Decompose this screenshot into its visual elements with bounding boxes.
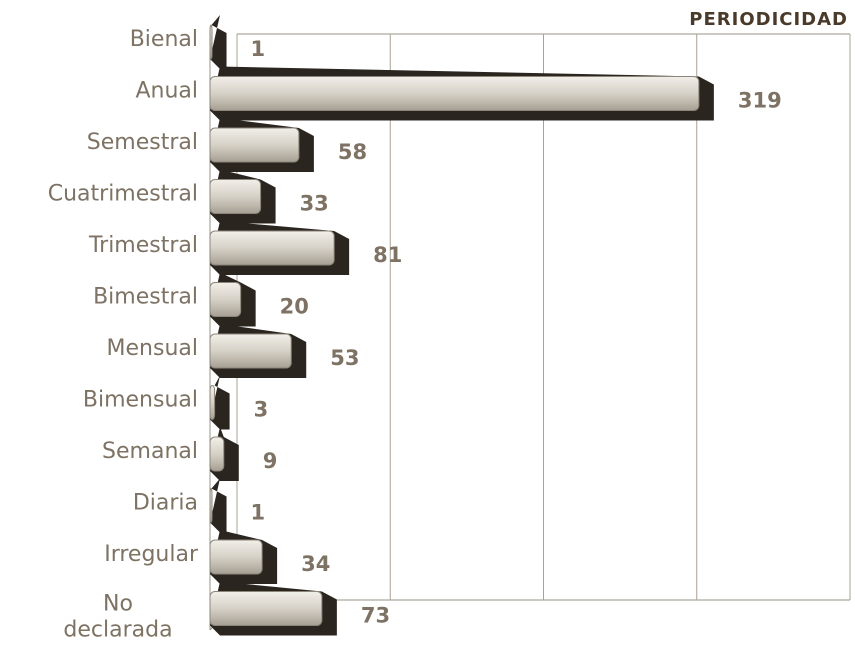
bar-face <box>209 436 225 472</box>
bar <box>209 15 227 69</box>
bar <box>209 324 307 378</box>
category-label-line: No <box>103 592 133 617</box>
bar-face <box>209 488 213 523</box>
value-label: 319 <box>738 89 782 113</box>
value-label: 9 <box>263 449 278 473</box>
bar-face <box>209 591 323 626</box>
bar-face <box>209 179 262 214</box>
bar-face <box>209 24 213 60</box>
value-label: 58 <box>338 140 367 164</box>
bar <box>209 375 230 430</box>
category-label: Semanal <box>102 439 198 464</box>
category-label: Irregular <box>104 542 199 567</box>
value-label: 33 <box>300 192 329 216</box>
category-label: Cuatrimestral <box>48 182 198 207</box>
bar <box>209 478 227 533</box>
bar <box>209 530 278 584</box>
bar-face <box>209 230 335 266</box>
bar <box>209 272 256 327</box>
category-label: Bimensual <box>83 388 198 413</box>
category-label: Semestral <box>87 130 198 155</box>
bar-face <box>209 539 263 575</box>
value-label: 34 <box>301 552 330 576</box>
value-label: 1 <box>251 501 266 525</box>
category-label: Anual <box>135 79 198 104</box>
bar <box>209 581 337 636</box>
bar <box>209 118 314 172</box>
value-label: 20 <box>280 295 309 319</box>
category-label: Trimestral <box>88 233 198 258</box>
bar-face <box>209 282 242 317</box>
bar-face <box>209 76 700 111</box>
category-label: Bimestral <box>93 285 198 310</box>
value-label: 3 <box>254 398 269 422</box>
value-label: 73 <box>361 604 390 628</box>
value-label: 81 <box>373 243 402 267</box>
chart-title: PERIODICIDAD <box>689 9 848 30</box>
category-label: No declarada <box>63 592 172 643</box>
bar-face <box>209 127 300 163</box>
bar-face <box>209 333 292 369</box>
bar <box>209 169 276 224</box>
bar <box>209 221 350 275</box>
category-label: Mensual <box>107 336 198 361</box>
value-label: 1 <box>251 37 266 61</box>
bar-depth <box>210 15 227 69</box>
category-label-line: declarada <box>63 618 172 643</box>
bar <box>209 66 714 121</box>
bar-depth <box>210 478 227 533</box>
bar <box>209 427 239 481</box>
category-label: Diaria <box>133 491 198 516</box>
value-label: 53 <box>330 346 359 370</box>
bar-face <box>209 385 216 420</box>
category-label: Bienal <box>130 27 198 52</box>
